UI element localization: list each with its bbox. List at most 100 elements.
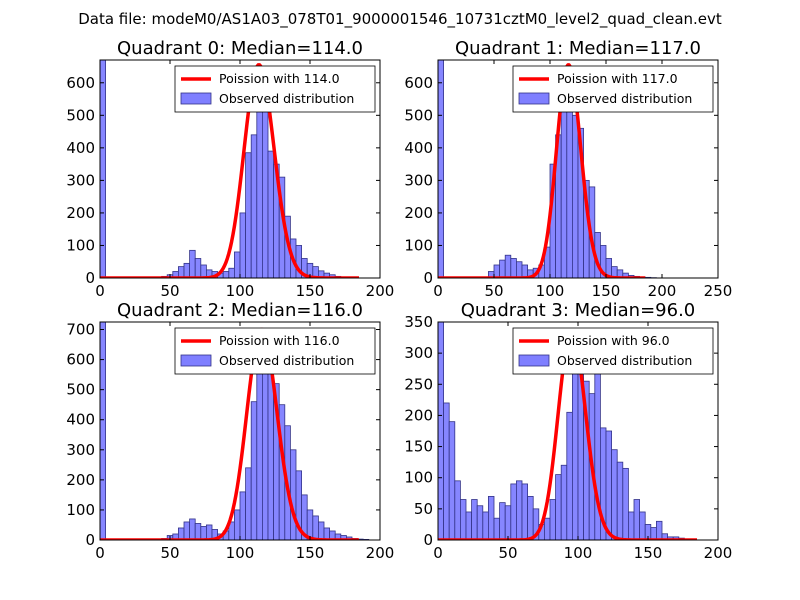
legend-line-label: Poission with 116.0: [219, 333, 340, 348]
histogram-bar: [267, 150, 274, 278]
quadrant-1-panel: 0 50 100 150 200 250 0 100 200 300 400 500 600 Quadra…: [404, 38, 732, 300]
x-tick-label: 50: [160, 282, 179, 300]
legend-bar-swatch: [518, 92, 550, 105]
histogram-bar: [650, 527, 657, 540]
quadrant-0-histogram: [100, 60, 358, 278]
legend-line-label: Poission with 114.0: [219, 71, 340, 86]
y-tick-label: 100: [404, 236, 433, 254]
y-tick-label: 400: [66, 139, 95, 157]
histogram-bar: [183, 262, 190, 278]
quadrant-2-title: Quadrant 2: Median=116.0: [117, 300, 363, 321]
histogram-bar: [200, 264, 207, 278]
legend-bar-label: Observed distribution: [557, 353, 692, 368]
histogram-bar: [476, 505, 484, 540]
legend-bar-swatch: [180, 354, 212, 367]
x-tick-label: 100: [536, 282, 565, 300]
y-tick-label: 0: [423, 531, 433, 549]
histogram-bar: [250, 134, 258, 278]
histogram-bar: [560, 464, 568, 540]
histogram-bar: [566, 411, 573, 540]
histogram-bar: [443, 402, 450, 540]
histogram-bar: [482, 511, 489, 540]
histogram-bar: [544, 517, 551, 540]
histogram-bar: [510, 258, 517, 278]
x-tick-label: 0: [433, 282, 443, 300]
histogram-bar: [312, 515, 319, 540]
histogram-bar: [233, 251, 241, 278]
histogram-bar: [183, 521, 190, 540]
histogram-bar: [611, 449, 618, 540]
quadrant-2-panel: 0 50 100 150 200 0 100 200 300 400 500 600 700 Quadra…: [66, 300, 394, 562]
y-tick-label: 600: [66, 351, 95, 369]
y-tick-label: 600: [404, 74, 433, 92]
quadrant-3-histogram: [438, 322, 691, 540]
histogram-bar: [177, 527, 185, 540]
y-tick-label: 100: [404, 469, 433, 487]
histogram-bar: [100, 322, 106, 540]
quadrant-0-legend: Poission with 114.0 Observed distribution: [174, 65, 376, 113]
histogram-bar: [194, 523, 202, 540]
histogram-bar: [256, 98, 263, 278]
x-tick-label: 150: [296, 282, 325, 300]
histogram-bar: [189, 249, 196, 278]
y-tick-label: 500: [66, 381, 95, 399]
histogram-bar: [527, 495, 534, 540]
quadrant-1-poisson-curve: [438, 63, 646, 278]
histogram-bar: [572, 114, 579, 278]
histogram-bar: [616, 461, 624, 540]
histogram-bar: [438, 60, 444, 278]
quadrant-1-frame: [437, 59, 719, 279]
x-tick-label: 150: [634, 544, 663, 562]
quadrant-0-title: Quadrant 0: Median=114.0: [117, 38, 363, 59]
histogram-bar: [549, 499, 556, 540]
histogram-bar: [239, 212, 246, 278]
histogram-bar: [504, 505, 512, 540]
y-tick-label: 100: [66, 501, 95, 519]
x-tick-label: 0: [95, 282, 105, 300]
histogram-bar: [487, 495, 495, 540]
x-tick-label: 250: [704, 282, 733, 300]
x-tick-label: 100: [226, 282, 255, 300]
histogram-bar: [289, 449, 297, 540]
quadrant-0-panel: 0 50 100 150 200 0 100 200 300 400 500 600 Quadrant …: [66, 38, 394, 300]
y-tick-label: 0: [423, 269, 433, 287]
histogram-bar: [194, 258, 202, 278]
y-tick-label: 300: [66, 171, 95, 189]
histogram-bar: [656, 520, 663, 540]
x-tick-label: 200: [366, 544, 395, 562]
histogram-bar: [317, 521, 325, 540]
y-tick-label: 200: [404, 406, 433, 424]
x-tick-label: 0: [95, 544, 105, 562]
histogram-bar: [250, 401, 258, 540]
histogram-bar: [555, 474, 562, 540]
y-tick-label: 400: [66, 411, 95, 429]
histogram-bar: [245, 467, 252, 540]
figure-suptitle: Data file: modeM0/AS1A03_078T01_90000015…: [78, 10, 722, 29]
histogram-bar: [633, 499, 640, 540]
histogram-bar: [516, 261, 523, 278]
y-tick-label: 500: [66, 106, 95, 124]
x-tick-label: 50: [498, 544, 517, 562]
histogram-bar: [499, 259, 506, 278]
y-tick-label: 0: [85, 531, 95, 549]
histogram-bar: [256, 356, 263, 540]
legend-bar-swatch: [180, 92, 212, 105]
histogram-bar: [261, 347, 269, 540]
histogram-bar: [261, 108, 269, 278]
quadrant-3-legend: Poission with 96.0 Observed distribution: [512, 327, 714, 375]
quadrant-2-poisson-curve: [100, 327, 360, 540]
legend-bar-swatch: [518, 354, 550, 367]
legend-line-label: Poission with 117.0: [557, 71, 678, 86]
y-tick-label: 50: [414, 500, 433, 518]
y-tick-label: 300: [66, 441, 95, 459]
histogram-bar: [189, 518, 196, 540]
histogram-bar: [622, 467, 629, 540]
histogram-bar: [516, 480, 523, 540]
histogram-bar: [239, 491, 246, 540]
x-tick-label: 100: [564, 544, 593, 562]
histogram-bar: [605, 430, 612, 540]
y-tick-label: 150: [404, 438, 433, 456]
histogram-bar: [454, 480, 461, 540]
histogram-bar: [438, 322, 444, 540]
